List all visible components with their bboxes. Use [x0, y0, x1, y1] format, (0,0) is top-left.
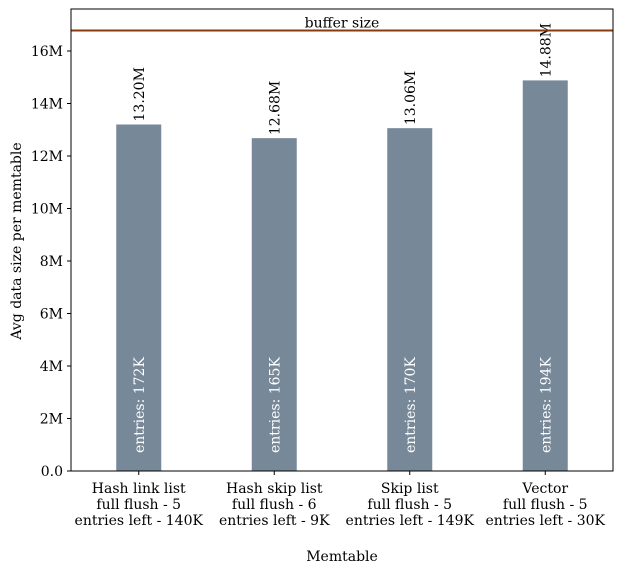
y-tick-label: 0.0 [41, 464, 63, 480]
bar-value-label: 14.88M [538, 23, 554, 77]
bars-layer: 13.20M entries: 172K 12.68M entries: 165K 13… [116, 23, 568, 472]
plot-frame [70, 8, 614, 472]
bar-entries-label: entries: 194K [538, 357, 554, 453]
x-tick-label: Hash link list [92, 481, 186, 497]
x-tick-label: Vector [521, 481, 568, 497]
x-tick-label: Skip list [381, 481, 439, 497]
bar-value-label: 12.68M [267, 81, 283, 135]
x-axis-label: Memtable [306, 549, 378, 565]
x-tick-label: full flush - 6 [232, 497, 317, 513]
y-tick-label: 10M [31, 202, 63, 218]
x-tick-label: entries left - 30K [486, 513, 606, 529]
x-tick-label: Hash skip list [226, 481, 323, 497]
y-axis: 0.0 2M 4M 6M 8M 10M 12M 14M 16M [31, 44, 71, 480]
bar-entries-label: entries: 172K [132, 357, 148, 453]
x-tick-label: entries left - 9K [219, 513, 330, 529]
x-tick-label: full flush - 5 [96, 497, 181, 513]
bar [116, 124, 162, 471]
x-tick-label: entries left - 149K [346, 513, 475, 529]
reference-line-layer: buffer size [71, 16, 613, 32]
y-tick-label: 14M [31, 97, 63, 113]
x-tick-label: full flush - 5 [503, 497, 588, 513]
bar-value-label: 13.20M [132, 67, 148, 121]
bar [251, 138, 297, 471]
y-tick-label: 12M [31, 149, 63, 165]
x-tick-label: full flush - 5 [367, 497, 452, 513]
bar-entries-label: entries: 170K [403, 357, 419, 453]
bar-entries-label: entries: 165K [267, 357, 283, 453]
y-tick-label: 16M [31, 44, 63, 60]
x-tick-label: entries left - 140K [75, 513, 204, 529]
bar-value-label: 13.06M [403, 71, 419, 125]
y-axis-label: Avg data size per memtable [9, 142, 25, 340]
y-tick-label: 8M [40, 254, 63, 270]
y-tick-label: 2M [40, 412, 63, 428]
y-tick-label: 6M [40, 307, 63, 323]
bar [387, 128, 433, 472]
bar [522, 80, 568, 472]
y-tick-label: 4M [40, 359, 63, 375]
buffer-size-label: buffer size [305, 16, 380, 32]
